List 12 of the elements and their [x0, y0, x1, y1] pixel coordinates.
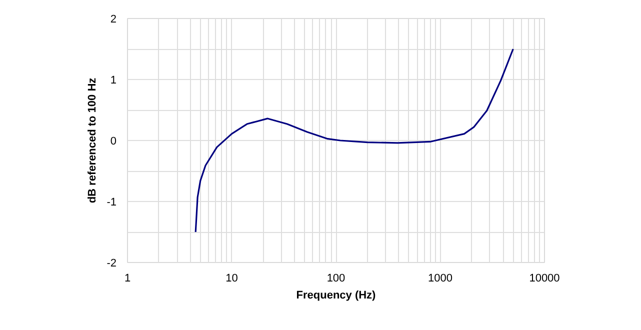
x-tick-label: 100: [326, 272, 346, 284]
x-axis-title: Frequency (Hz): [296, 290, 376, 302]
x-tick-label: 10: [226, 272, 238, 284]
x-tick-label: 1000: [428, 272, 452, 284]
x-tick-label: 10000: [529, 272, 560, 284]
y-tick-label: -1: [106, 196, 116, 208]
y-axis-title: dB referenced to 100 Hz: [86, 77, 99, 204]
y-tick-label: 1: [110, 74, 117, 86]
x-tick-label: 1: [124, 272, 131, 284]
y-tick-label: 2: [110, 14, 117, 26]
y-tick-label: 0: [110, 136, 117, 148]
y-tick-label: -2: [106, 258, 116, 270]
